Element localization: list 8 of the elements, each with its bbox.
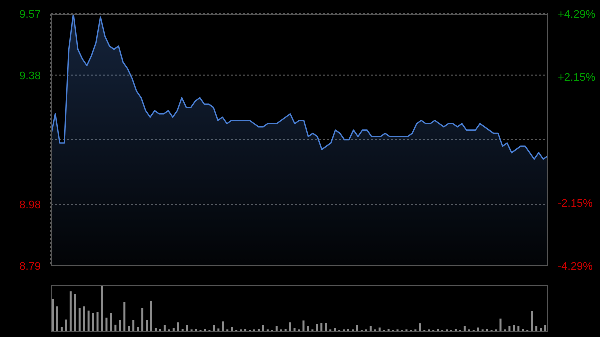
y-tick-label: 8.79 bbox=[20, 261, 41, 273]
y-tick-label: 9.38 bbox=[20, 70, 41, 82]
y2-tick-label: -4.29% bbox=[558, 261, 594, 273]
y2-tick-label: -2.15% bbox=[558, 198, 594, 210]
y-tick-label: 8.98 bbox=[20, 200, 41, 212]
y2-tick-label: +4.29% bbox=[558, 9, 596, 21]
y-tick-label: 9.57 bbox=[20, 9, 41, 21]
y2-tick-label: +2.15% bbox=[558, 72, 596, 84]
